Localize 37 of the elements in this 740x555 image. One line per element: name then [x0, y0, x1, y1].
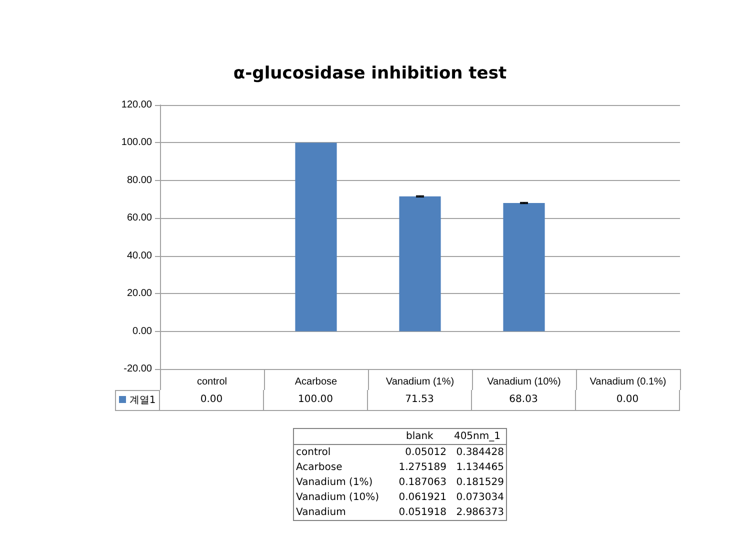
text: 0.05012	[404, 446, 448, 460]
data-label: 0.00	[576, 390, 680, 411]
text: Vanadium	[295, 506, 347, 520]
text: 0.051918	[398, 506, 448, 520]
text: 0.181529	[455, 476, 505, 490]
data-label: 71.53	[368, 390, 472, 411]
text: 405nm_1	[448, 429, 506, 444]
data-label: 100.00	[264, 390, 368, 411]
y-tick-label: 20.00	[126, 288, 152, 300]
x-tick-label: control	[196, 376, 228, 388]
y-tick-label: 100.00	[121, 137, 152, 148]
text: blank	[390, 429, 448, 444]
text: 0.061921	[398, 491, 448, 505]
y-tick-label: 40.00	[126, 250, 152, 262]
legend-label: 계열1	[115, 390, 160, 411]
y-tick-label: 60.00	[126, 212, 152, 224]
x-tick-label: Acarbose	[294, 376, 338, 388]
text: Vanadium (1%)	[295, 476, 374, 490]
y-tick-label: 0.00	[132, 326, 152, 337]
y-tick-label: 120.00	[121, 100, 152, 110]
data-label: 68.03	[472, 390, 576, 411]
y-tick-label: 80.00	[126, 174, 152, 186]
text: 1.275189	[398, 461, 448, 475]
text: 0.187063	[398, 476, 448, 490]
text: Acarbose	[295, 461, 344, 475]
text: Vanadium (10%)	[295, 491, 380, 505]
text: 1.134465	[455, 461, 505, 475]
x-tick-label: Vanadium (1%)	[386, 376, 454, 388]
x-tick-label: Vanadium (0.1%)	[590, 376, 666, 388]
data-label: 0.00	[160, 390, 264, 411]
text: 0.384428	[455, 446, 505, 460]
text: 2.986373	[455, 506, 505, 520]
y-tick-label: -20.00	[124, 364, 152, 374]
x-tick-label: Vanadium (10%)	[487, 376, 561, 388]
text: 0.073034	[455, 491, 505, 505]
chart-title: α-glucosidase inhibition test	[233, 64, 507, 84]
text: control	[295, 446, 332, 460]
